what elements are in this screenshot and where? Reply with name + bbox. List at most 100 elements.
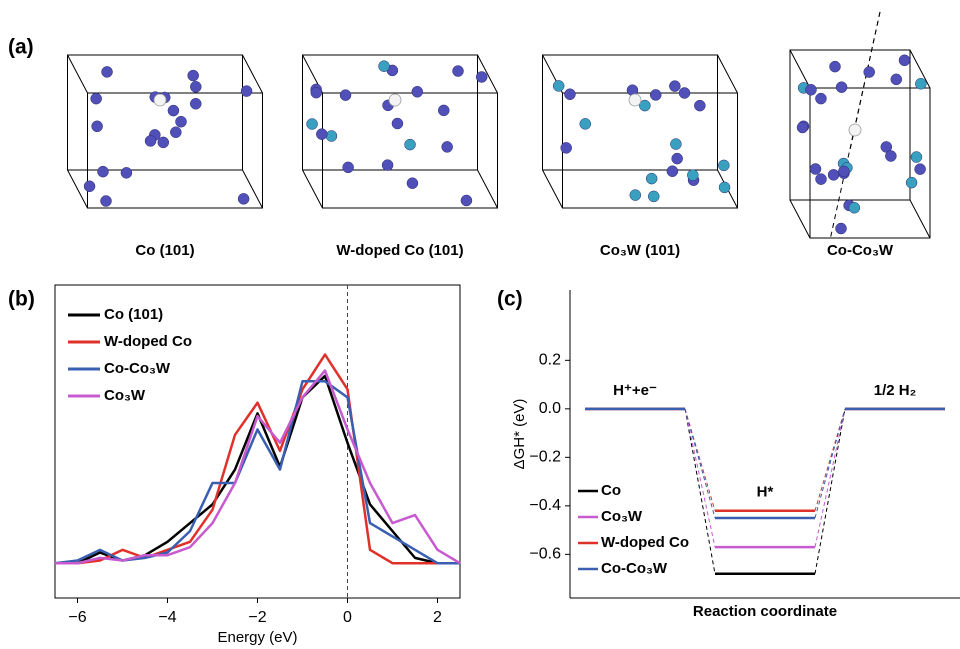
atom: [102, 66, 113, 77]
atom: [188, 70, 199, 81]
state-label: H*: [757, 484, 774, 501]
atom: [694, 100, 705, 111]
panel-label: (c): [497, 288, 523, 311]
atom: [915, 78, 926, 89]
atom: [241, 86, 252, 97]
atom: [906, 177, 917, 188]
y-tick-label: 0.2: [539, 352, 561, 369]
x-tick-label: −6: [68, 609, 86, 626]
atom: [830, 61, 841, 72]
state-label: 1/2 H₂: [874, 382, 917, 399]
atom: [405, 139, 416, 150]
atom: [648, 191, 659, 202]
atom: [564, 89, 575, 100]
y-tick-label: −0.2: [529, 449, 561, 466]
atom: [899, 55, 910, 66]
atom: [667, 166, 678, 177]
cell-edge: [543, 170, 563, 208]
atom: [646, 173, 657, 184]
connector: [815, 409, 845, 547]
atom: [190, 81, 201, 92]
atom: [915, 164, 926, 175]
atom: [311, 87, 322, 98]
legend-label: Co₃W: [601, 508, 643, 525]
atom: [170, 127, 181, 138]
atom: [92, 121, 103, 132]
legend-label: Co: [601, 482, 621, 499]
legend-label: Co-Co₃W: [601, 560, 668, 577]
h-atom: [154, 94, 166, 106]
y-tick-label: 0.0: [539, 400, 561, 417]
structure-label: Co (101): [135, 242, 194, 259]
panel-label: (a): [8, 36, 34, 59]
h-atom: [629, 94, 641, 106]
atom: [805, 84, 816, 95]
legend-label: W-doped Co: [601, 534, 689, 551]
connector: [685, 409, 715, 547]
figure: (a) Co (101) W-doped Co (101) Co₃W (101) Co…: [0, 0, 960, 649]
x-axis-label: Reaction coordinate: [693, 603, 837, 620]
atom: [340, 90, 351, 101]
atom: [836, 223, 847, 234]
atom: [885, 151, 896, 162]
atom: [718, 160, 729, 171]
atom: [679, 87, 690, 98]
legend-label: Co (101): [104, 306, 163, 323]
atom: [553, 80, 564, 91]
x-axis-label: Energy (eV): [217, 629, 297, 646]
atom: [379, 61, 390, 72]
atom: [849, 202, 860, 213]
atom: [650, 89, 661, 100]
connector: [685, 409, 715, 574]
atom: [838, 166, 849, 177]
cell-edge: [68, 55, 243, 170]
legend-label: Co₃W: [104, 387, 146, 404]
atom: [828, 169, 839, 180]
state-label: H⁺+e⁻: [613, 382, 657, 399]
atom: [453, 66, 464, 77]
structure-label: W-doped Co (101): [336, 242, 463, 259]
atom: [438, 105, 449, 116]
y-tick-label: −0.6: [529, 546, 561, 563]
atom: [91, 93, 102, 104]
cell-edge: [478, 170, 498, 208]
atom: [392, 118, 403, 129]
x-tick-label: −2: [248, 609, 266, 626]
atom: [343, 162, 354, 173]
atom: [176, 116, 187, 127]
atom: [158, 137, 169, 148]
atom: [307, 119, 318, 130]
atom: [797, 122, 808, 133]
atom: [100, 196, 111, 207]
structure-label: Co₃W (101): [600, 242, 680, 259]
atom: [461, 195, 472, 206]
cell-edge: [790, 50, 810, 88]
atom: [168, 105, 179, 116]
atom: [816, 174, 827, 185]
dos-line: [55, 381, 460, 563]
atom: [382, 160, 393, 171]
atom: [810, 163, 821, 174]
atom: [238, 193, 249, 204]
atom: [630, 190, 641, 201]
cell-edge: [718, 55, 738, 93]
atom: [669, 81, 680, 92]
atom: [670, 139, 681, 150]
cell-edge: [810, 88, 930, 238]
atom: [672, 153, 683, 164]
y-axis-label: ΔGH* (eV): [511, 399, 528, 470]
connector: [815, 409, 845, 518]
x-tick-label: −4: [158, 609, 176, 626]
cell-edge: [323, 93, 498, 208]
atom: [891, 74, 902, 85]
h-atom: [389, 94, 401, 106]
atom: [97, 166, 108, 177]
atom: [121, 167, 132, 178]
atom: [407, 178, 418, 189]
panel-label: (b): [8, 288, 35, 311]
structure-label: Co-Co₃W: [827, 242, 894, 259]
plot-frame: [55, 285, 460, 598]
legend-label: Co-Co₃W: [104, 360, 171, 377]
cell-edge: [303, 170, 323, 208]
atom: [687, 170, 698, 181]
